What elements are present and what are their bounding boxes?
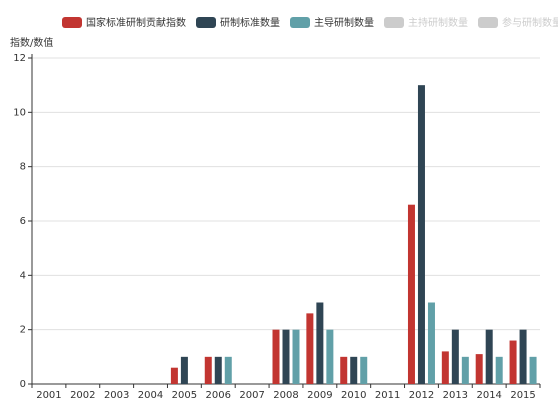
x-tick-label: 2009 — [307, 390, 332, 401]
legend-swatch[interactable] — [290, 17, 310, 28]
legend-swatch[interactable] — [478, 17, 498, 28]
x-tick-label: 2001 — [36, 390, 61, 401]
legend-label[interactable]: 主持研制数量 — [408, 16, 468, 29]
x-tick-label: 2010 — [341, 390, 366, 401]
bar — [519, 329, 527, 384]
bar — [441, 351, 449, 384]
bar — [292, 329, 300, 384]
x-tick-label: 2012 — [409, 390, 434, 401]
bar — [340, 356, 348, 384]
legend-label[interactable]: 研制标准数量 — [220, 16, 280, 29]
legend-swatch[interactable] — [196, 17, 216, 28]
bar — [180, 356, 188, 384]
bar — [214, 356, 222, 384]
legend-swatch[interactable] — [62, 17, 82, 28]
bar — [316, 302, 324, 384]
y-tick-label: 2 — [20, 325, 26, 336]
x-tick-label: 2007 — [239, 390, 264, 401]
y-axis-label: 指数/数值 — [10, 36, 53, 49]
bar — [272, 329, 280, 384]
bar — [509, 340, 517, 384]
x-tick-label: 2013 — [443, 390, 468, 401]
bar — [170, 367, 178, 384]
y-tick-label: 6 — [20, 216, 26, 227]
bar — [529, 356, 537, 384]
x-tick-label: 2004 — [138, 390, 163, 401]
bar — [427, 302, 435, 384]
x-tick-label: 2015 — [510, 390, 535, 401]
y-tick-label: 10 — [13, 107, 26, 118]
y-tick-label: 8 — [20, 162, 26, 173]
bar — [350, 356, 358, 384]
x-tick-label: 2014 — [476, 390, 501, 401]
bar — [326, 329, 334, 384]
bar — [451, 329, 459, 384]
y-tick-label: 12 — [13, 53, 26, 64]
x-tick-label: 2011 — [375, 390, 400, 401]
bar — [407, 204, 415, 384]
bar — [306, 313, 314, 384]
bar — [360, 356, 368, 384]
bar — [461, 356, 469, 384]
x-tick-label: 2006 — [206, 390, 231, 401]
x-tick-label: 2005 — [172, 390, 197, 401]
bar — [475, 354, 483, 384]
bar — [224, 356, 232, 384]
bar — [417, 85, 425, 385]
y-tick-label: 4 — [20, 270, 26, 281]
legend-label[interactable]: 参与研制数量 — [502, 16, 558, 29]
bar — [282, 329, 290, 384]
legend-label[interactable]: 国家标准研制贡献指数 — [86, 16, 186, 29]
bar — [485, 329, 493, 384]
x-tick-label: 2002 — [70, 390, 95, 401]
bar — [495, 356, 503, 384]
x-tick-label: 2008 — [273, 390, 298, 401]
y-tick-label: 0 — [20, 379, 26, 390]
x-tick-label: 2003 — [104, 390, 129, 401]
legend-swatch[interactable] — [384, 17, 404, 28]
legend-label[interactable]: 主导研制数量 — [314, 16, 374, 29]
bar — [204, 356, 212, 384]
